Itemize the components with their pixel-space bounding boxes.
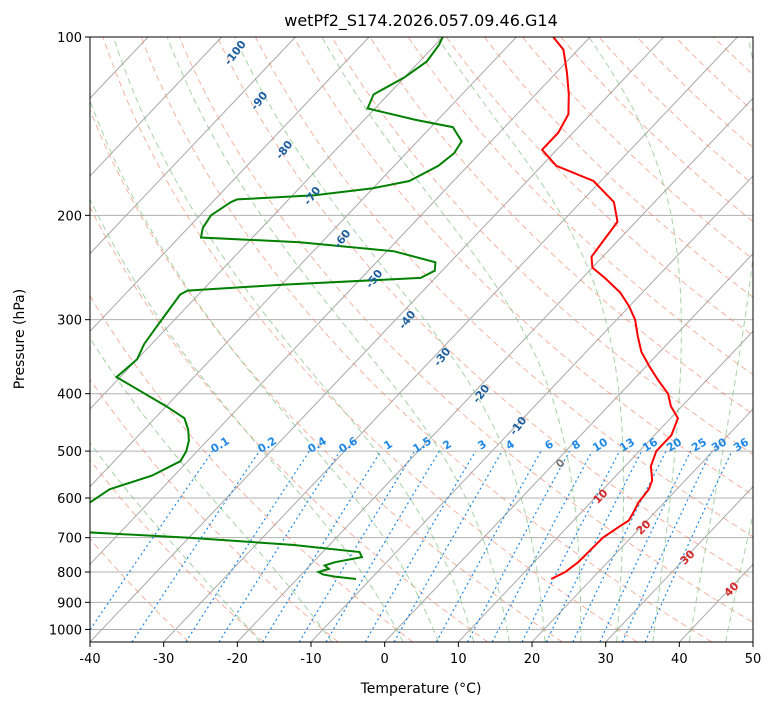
x-tick-label: 0 — [381, 652, 389, 667]
isotherm-line — [0, 37, 1, 642]
y-tick-label: 1000 — [49, 623, 82, 638]
dry-adiabat-line — [294, 37, 775, 642]
isotherm-line — [532, 37, 775, 642]
dry-adiabat-line — [141, 37, 712, 642]
moist-adiabat-line — [0, 37, 332, 642]
y-tick-label: 600 — [57, 492, 82, 507]
moist-adiabat-line — [0, 37, 260, 642]
mixing-ratio-label: 0.6 — [336, 434, 360, 456]
mixing-ratio-label: 36 — [731, 435, 751, 454]
dry-adiabat-line — [256, 37, 775, 642]
mixing-ratio-label: 0.2 — [255, 434, 278, 455]
chart-title: wetPf2_S174.2026.057.09.46.G14 — [284, 11, 558, 31]
dry-adiabat-label: -90 — [248, 89, 271, 113]
mixing-ratio-label: 6 — [542, 437, 556, 452]
plot-frame — [90, 37, 753, 642]
x-tick-label: -40 — [79, 652, 100, 667]
dry-adiabat-label: -80 — [273, 138, 296, 162]
isotherm-line — [679, 37, 775, 642]
isotherm-line — [0, 37, 369, 642]
mixing-ratio-label: 1 — [381, 437, 394, 452]
moist-adiabat-label: 0 — [553, 456, 568, 471]
isotherm-line — [0, 37, 222, 642]
dry-adiabat-label: -20 — [470, 382, 493, 406]
dry-adiabat-label: -10 — [507, 414, 530, 438]
isotherm-line — [90, 37, 664, 642]
x-tick-label: -30 — [153, 652, 174, 667]
x-tick-label: -10 — [300, 652, 321, 667]
moist-adiabat-line — [437, 37, 623, 642]
mixing-ratio-label: 25 — [689, 435, 709, 454]
dry-adiabat-line — [637, 37, 775, 642]
x-tick-label: -20 — [227, 652, 248, 667]
moist-adiabat-label: 20 — [634, 517, 654, 537]
dry-adiabat-label: -30 — [431, 345, 454, 369]
y-axis-label: Pressure (hPa) — [12, 289, 28, 389]
dry-adiabat-line — [561, 37, 775, 642]
moist-adiabat-line — [113, 37, 474, 642]
dry-adiabat-line — [713, 37, 775, 642]
isotherm-line — [753, 37, 775, 642]
moist-adiabat-line — [235, 37, 545, 642]
mixing-ratio-line — [263, 451, 381, 642]
mixing-ratio-label: 16 — [640, 435, 660, 454]
mixing-ratio-line — [186, 451, 310, 642]
x-tick-label: 20 — [524, 652, 541, 667]
mixing-ratio-line — [600, 451, 691, 642]
dry-adiabat-label: -50 — [363, 267, 386, 291]
dry-adiabat-label: -70 — [301, 184, 324, 208]
x-tick-label: 10 — [450, 652, 467, 667]
y-tick-label: 100 — [57, 31, 82, 46]
y-tick-label: 700 — [57, 532, 82, 547]
x-axis-label: Temperature (°C) — [360, 681, 482, 697]
y-tick-label: 500 — [57, 445, 82, 460]
moist-adiabat-line — [726, 37, 775, 642]
dry-adiabat-line — [332, 37, 775, 642]
moist-adiabat-line — [69, 37, 438, 642]
y-axis-ticks: 100 200 300 400 500 600 700 800 900 1000 — [49, 31, 90, 638]
y-tick-label: 300 — [57, 314, 82, 329]
mixing-ratio-label: 3 — [475, 437, 488, 452]
dry-adiabat-line — [27, 37, 488, 642]
dry-adiabat-line — [408, 37, 775, 642]
y-tick-label: 400 — [57, 388, 82, 403]
dry-adiabat-line — [0, 37, 338, 642]
moist-adiabat-label: 10 — [591, 486, 611, 506]
moist-adiabat-line — [167, 37, 509, 642]
moist-adiabat-line — [589, 37, 682, 642]
mixing-ratio-label: 13 — [617, 435, 637, 454]
mixing-ratio-label: 0.1 — [208, 434, 231, 455]
isotherm-line — [385, 37, 775, 642]
y-tick-label: 800 — [57, 566, 82, 581]
mixing-ratio-line — [436, 451, 541, 642]
y-tick-label: 200 — [57, 209, 82, 224]
dry-adiabat-label: -40 — [396, 308, 419, 332]
moist-adiabat-label: 30 — [678, 547, 698, 567]
moist-adiabat-label: 40 — [722, 579, 742, 599]
x-axis-ticks: -40 -30 -20 -10 0 10 20 30 40 50 — [79, 642, 761, 667]
mixing-ratio-label: 2 — [440, 437, 453, 452]
mixing-ratio-line — [219, 451, 340, 642]
dry-adiabat-line — [752, 37, 775, 642]
y-tick-label: 900 — [57, 596, 82, 611]
dry-adiabat-line — [0, 37, 189, 642]
x-tick-label: 40 — [671, 652, 688, 667]
mixing-ratio-line — [468, 451, 570, 642]
x-tick-label: 30 — [597, 652, 614, 667]
mixing-ratio-label: 10 — [590, 435, 610, 454]
mixing-ratio-line — [645, 451, 732, 642]
background-grid-lines — [0, 37, 775, 642]
mixing-ratio-label: 8 — [569, 437, 582, 452]
dry-adiabat-line — [103, 37, 637, 642]
mixing-ratio-line — [82, 451, 213, 642]
x-tick-label: 50 — [745, 652, 762, 667]
dry-adiabat-label: -100 — [222, 38, 249, 68]
